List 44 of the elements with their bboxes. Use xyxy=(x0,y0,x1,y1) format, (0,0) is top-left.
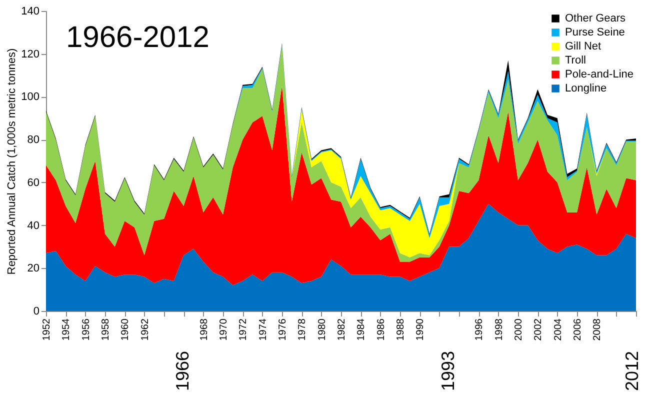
x-tick-label: 1988 xyxy=(396,318,406,341)
x-tick-label: 1954 xyxy=(61,318,72,341)
x-tick-label: 1980 xyxy=(316,318,328,341)
text: 1993 xyxy=(438,351,458,392)
x-tick-label: 1958 xyxy=(100,318,112,341)
x-tick-label: 2006 xyxy=(572,318,584,341)
text: 1966 xyxy=(172,351,192,392)
x-tick-label: 1962 xyxy=(140,318,151,341)
legend-label: Pole-and-Line xyxy=(565,68,634,80)
x-tick-label: 2004 xyxy=(552,318,564,341)
legend-label: Gill Net xyxy=(565,40,602,52)
x-tick-label: 1970 xyxy=(218,318,230,341)
x-tick-label: 1956 xyxy=(80,318,92,341)
x-tick-label: 1990 xyxy=(415,318,426,341)
y-tick-label: 120 xyxy=(21,48,40,60)
x-tick-label: 2002 xyxy=(533,318,544,341)
legend-label: Longline xyxy=(565,82,607,94)
y-tick-label: 100 xyxy=(21,91,40,104)
legend-label: Other Gears xyxy=(565,12,626,24)
x-tick-label: 1968 xyxy=(198,318,210,341)
x-tick-label: 1984 xyxy=(356,318,368,341)
x-tick-label: 1972 xyxy=(238,318,250,341)
x-tick-label: 2008 xyxy=(592,318,604,341)
x-tick-label: 2000 xyxy=(514,318,524,341)
y-tick-label: 40 xyxy=(27,220,40,232)
y-tick-label: 0 xyxy=(33,306,40,318)
y-tick-label: 80 xyxy=(27,134,40,146)
x-tick-label: 1982 xyxy=(336,318,348,341)
chart-title: 1966-2012 xyxy=(66,21,210,54)
x-tick-label: 1960 xyxy=(120,318,132,341)
x-tick-label: 1952 xyxy=(42,318,52,341)
y-tick-label: 60 xyxy=(27,176,40,189)
x-tick-label: 1974 xyxy=(258,318,269,341)
y-axis-title: Reported Annual Catch (1,000s metric tonnes) xyxy=(6,48,18,275)
text: 2012 xyxy=(622,351,642,392)
x-tick-label: 1978 xyxy=(297,318,308,341)
x-tick-label: 1976 xyxy=(278,318,288,341)
legend-label: Purse Seine xyxy=(565,26,625,38)
x-tick-label: 1986 xyxy=(376,318,387,341)
y-tick-label: 20 xyxy=(27,262,40,275)
legend-label: Troll xyxy=(565,54,586,66)
y-tick-label: 140 xyxy=(21,6,40,18)
x-tick-label: 1996 xyxy=(474,318,486,341)
x-tick-label: 1998 xyxy=(494,318,505,341)
